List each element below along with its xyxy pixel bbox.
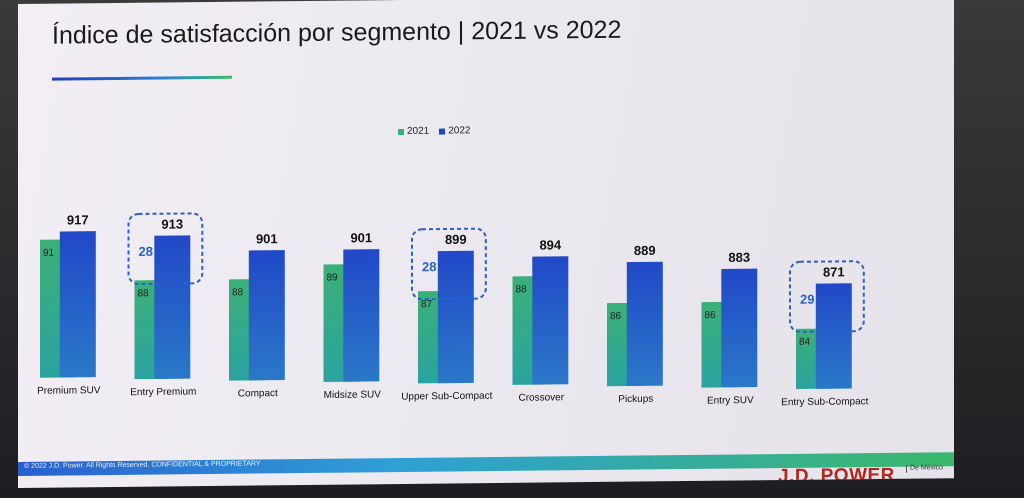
category-label-entry-suv: Entry SUV xyxy=(707,395,754,406)
bar-chart: 91 917 Premium SUV 88 913 Entry Premium 28 88 90… xyxy=(37,212,869,408)
brand-sub: De México xyxy=(906,464,944,473)
bar-2022-upper-sub-compact xyxy=(437,250,474,384)
highlight-box-entry-premium xyxy=(127,212,204,285)
value-label-2022-entry-suv: 883 xyxy=(728,250,750,265)
bar-2022-entry-premium xyxy=(154,235,191,379)
category-label-compact: Compact xyxy=(238,388,278,399)
value-label-2021-pickups: 86 xyxy=(610,311,622,322)
bar-2022-entry-suv xyxy=(721,268,758,388)
bar-2022-premium-suv xyxy=(59,231,96,378)
value-label-2021-upper-sub-compact: 87 xyxy=(421,299,433,310)
category-label-crossover: Crossover xyxy=(519,392,565,403)
value-label-2022-midsize-suv: 901 xyxy=(350,230,372,245)
category-label-premium-suv: Premium SUV xyxy=(37,385,101,397)
value-label-2022-crossover: 894 xyxy=(539,237,561,252)
highlight-box-upper-sub-compact xyxy=(411,227,487,301)
bar-2022-crossover xyxy=(532,256,569,385)
value-label-2021-entry-premium: 88 xyxy=(138,288,150,299)
category-label-upper-sub-compact: Upper Sub-Compact xyxy=(401,391,492,403)
value-label-2022-entry-sub-compact: 871 xyxy=(823,264,845,279)
category-label-midsize-suv: Midsize SUV xyxy=(324,389,382,401)
value-label-2021-premium-suv: 91 xyxy=(43,248,55,259)
bar-2022-pickups xyxy=(626,261,663,387)
value-label-2021-crossover: 88 xyxy=(516,284,528,295)
value-label-2021-midsize-suv: 89 xyxy=(327,272,339,283)
value-label-2022-pickups: 889 xyxy=(634,243,656,258)
presentation-slide: Índice de satisfacción por segmento | 20… xyxy=(18,0,954,488)
value-label-2022-entry-premium: 913 xyxy=(161,216,183,231)
category-label-entry-sub-compact: Entry Sub-Compact xyxy=(781,396,868,408)
bar-2022-midsize-suv xyxy=(343,249,380,382)
brand-logo: J.D. POWER xyxy=(778,464,895,488)
highlight-box-entry-sub-compact xyxy=(789,260,865,333)
value-label-2022-premium-suv: 917 xyxy=(67,212,89,227)
value-label-2021-entry-sub-compact: 84 xyxy=(799,337,811,348)
category-label-entry-premium: Entry Premium xyxy=(130,387,196,399)
bar-2022-compact xyxy=(248,250,285,381)
category-label-pickups: Pickups xyxy=(618,394,653,405)
bar-2022-entry-sub-compact xyxy=(815,283,852,389)
value-label-2022-upper-sub-compact: 899 xyxy=(445,232,467,247)
highlight-label-entry-sub-compact: 29 xyxy=(800,292,814,307)
highlight-label-upper-sub-compact: 28 xyxy=(422,259,436,274)
value-label-2021-entry-suv: 86 xyxy=(705,310,717,321)
value-label-2021-compact: 88 xyxy=(232,287,244,298)
value-label-2022-compact: 901 xyxy=(256,231,278,246)
highlight-label-entry-premium: 28 xyxy=(139,244,153,259)
